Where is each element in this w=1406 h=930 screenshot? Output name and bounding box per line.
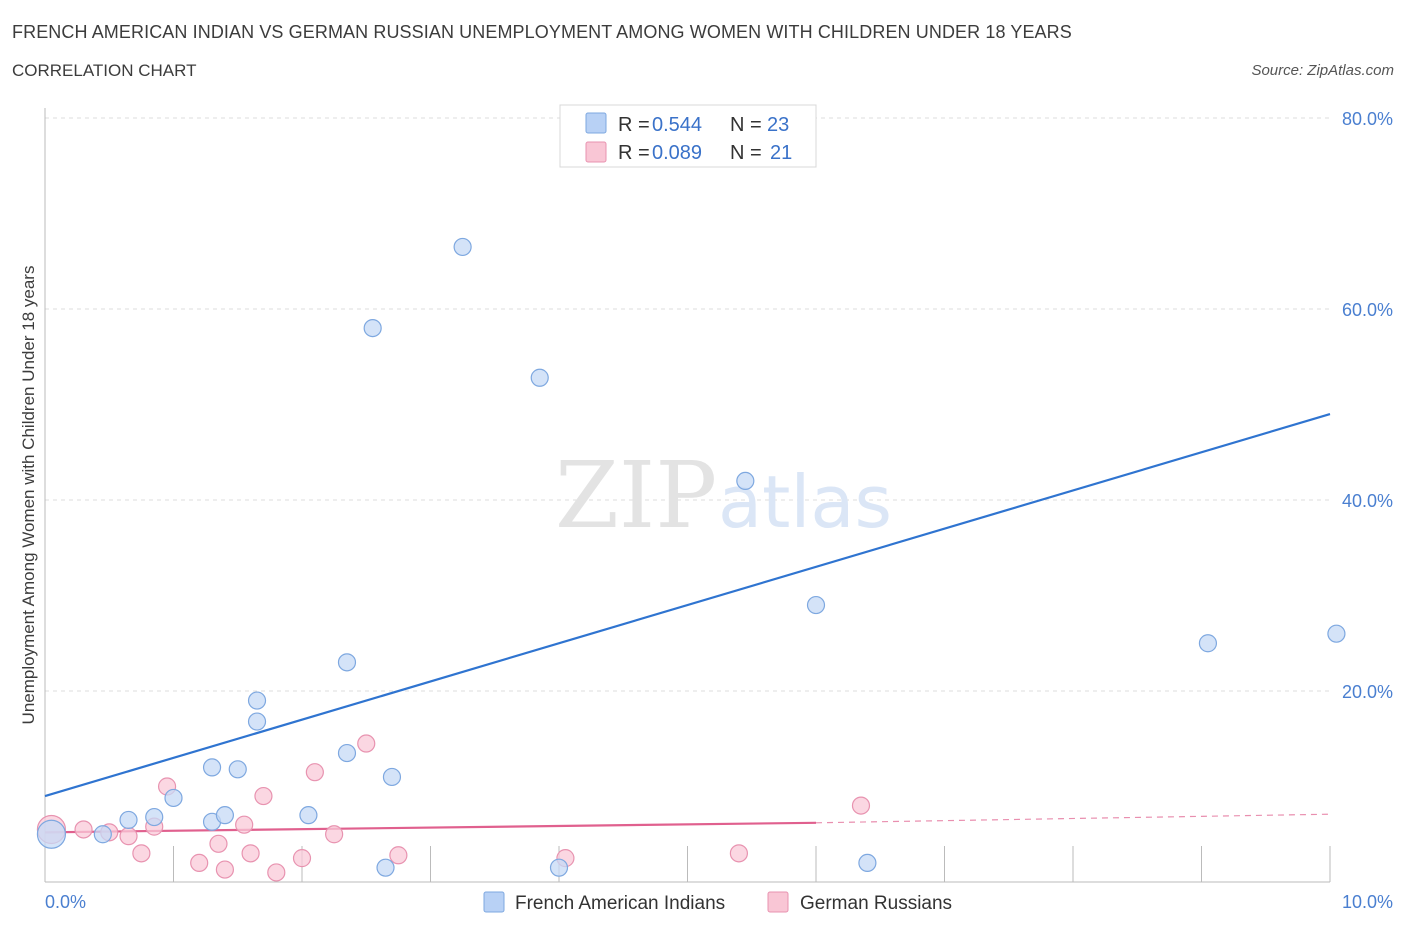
point-french-american-indians-4	[164, 788, 183, 808]
x-tick-labels: 0.0% 10.0%	[45, 892, 1393, 912]
series-legend-swatch-blue	[483, 891, 505, 913]
point-french-american-indians-11	[337, 653, 357, 672]
legend-r-label-1: R =	[618, 114, 650, 136]
point-german-russians-7	[190, 853, 209, 873]
chart-title: FRENCH AMERICAN INDIAN VS GERMAN RUSSIAN…	[12, 22, 1072, 42]
x-tick-label-0: 0.0%	[45, 892, 86, 912]
trend-lines	[44, 412, 1331, 834]
point-french-american-indians-20	[736, 471, 755, 490]
chart-subtitle: CORRELATION CHART	[12, 61, 197, 80]
trend-line-german-russians-extension	[815, 813, 1331, 824]
series-legend-swatch-pink	[767, 891, 789, 913]
data-points	[36, 237, 1346, 882]
trend-line-german-russians	[44, 821, 817, 834]
point-french-american-indians-7	[202, 758, 222, 777]
legend-swatch-blue	[585, 112, 607, 134]
correlation-legend: R = 0.544 N = 23 R = 0.089 N = 21	[559, 104, 817, 168]
y-tick-label-2: 60.0%	[1342, 300, 1393, 320]
point-german-russians-20	[729, 844, 749, 863]
y-tick-label-3: 80.0%	[1342, 109, 1393, 129]
legend-r-value-1: 0.544	[652, 114, 702, 136]
point-french-american-indians-13	[299, 806, 318, 825]
legend-n-label-2: N =	[730, 142, 762, 164]
point-french-american-indians-18	[530, 368, 549, 387]
source-label: Source: ZipAtlas.com	[1251, 62, 1394, 79]
point-german-russians-11	[241, 844, 260, 863]
point-french-american-indians-9	[247, 691, 267, 710]
point-german-russians-13	[267, 863, 286, 882]
watermark: ZIP atlas	[555, 442, 892, 549]
point-french-american-indians-0	[36, 819, 67, 849]
point-french-american-indians-10	[247, 712, 267, 731]
y-tick-label-1: 40.0%	[1342, 491, 1393, 511]
point-german-russians-21	[851, 796, 871, 815]
series-legend: French American Indians German Russians	[483, 891, 952, 914]
legend-r-label-2: R =	[618, 142, 650, 164]
point-french-american-indians-21	[806, 595, 826, 615]
point-german-russians-3	[119, 827, 138, 846]
point-german-russians-1	[74, 820, 93, 839]
point-french-american-indians-6	[215, 806, 234, 825]
point-french-american-indians-3	[145, 807, 164, 827]
point-french-american-indians-8	[228, 760, 247, 779]
point-german-russians-12	[254, 786, 273, 806]
point-french-american-indians-14	[363, 319, 382, 338]
point-german-russians-18	[389, 846, 408, 865]
point-german-russians-17	[357, 734, 376, 753]
point-french-american-indians-22	[1198, 634, 1218, 653]
point-french-american-indians-15	[376, 858, 395, 877]
y-tick-labels: 20.0% 40.0% 60.0% 80.0%	[1342, 109, 1393, 702]
point-german-russians-10	[235, 815, 254, 834]
point-french-american-indians-17	[453, 237, 472, 257]
point-french-american-indians-24	[858, 853, 877, 873]
watermark-zip: ZIP	[555, 442, 717, 549]
y-tick-label-0: 20.0%	[1342, 682, 1393, 702]
legend-n-label-1: N =	[730, 114, 762, 136]
legend-swatch-pink	[585, 141, 607, 163]
y-axis-label: Unemployment Among Women with Children U…	[19, 266, 38, 725]
point-french-american-indians-1	[93, 825, 112, 844]
point-german-russians-9	[215, 860, 234, 879]
point-french-american-indians-12	[337, 743, 357, 763]
point-french-american-indians-16	[382, 767, 402, 787]
legend-r-value-2: 0.089	[652, 142, 702, 164]
point-french-american-indians-19	[549, 858, 569, 877]
point-german-russians-14	[292, 849, 312, 868]
x-tick-label-1: 10.0%	[1342, 892, 1393, 912]
point-german-russians-8	[209, 834, 228, 853]
legend-n-value-1: 23	[767, 114, 789, 136]
trend-line-french-american-indians	[44, 412, 1331, 798]
point-german-russians-16	[325, 825, 344, 844]
point-german-russians-4	[132, 844, 151, 863]
legend-n-value-2: 21	[770, 142, 792, 164]
point-french-american-indians-23	[1327, 624, 1346, 643]
point-german-russians-15	[305, 763, 324, 782]
series-legend-label-blue: French American Indians	[515, 893, 725, 914]
series-legend-label-pink: German Russians	[800, 893, 952, 914]
point-french-american-indians-2	[119, 810, 138, 830]
